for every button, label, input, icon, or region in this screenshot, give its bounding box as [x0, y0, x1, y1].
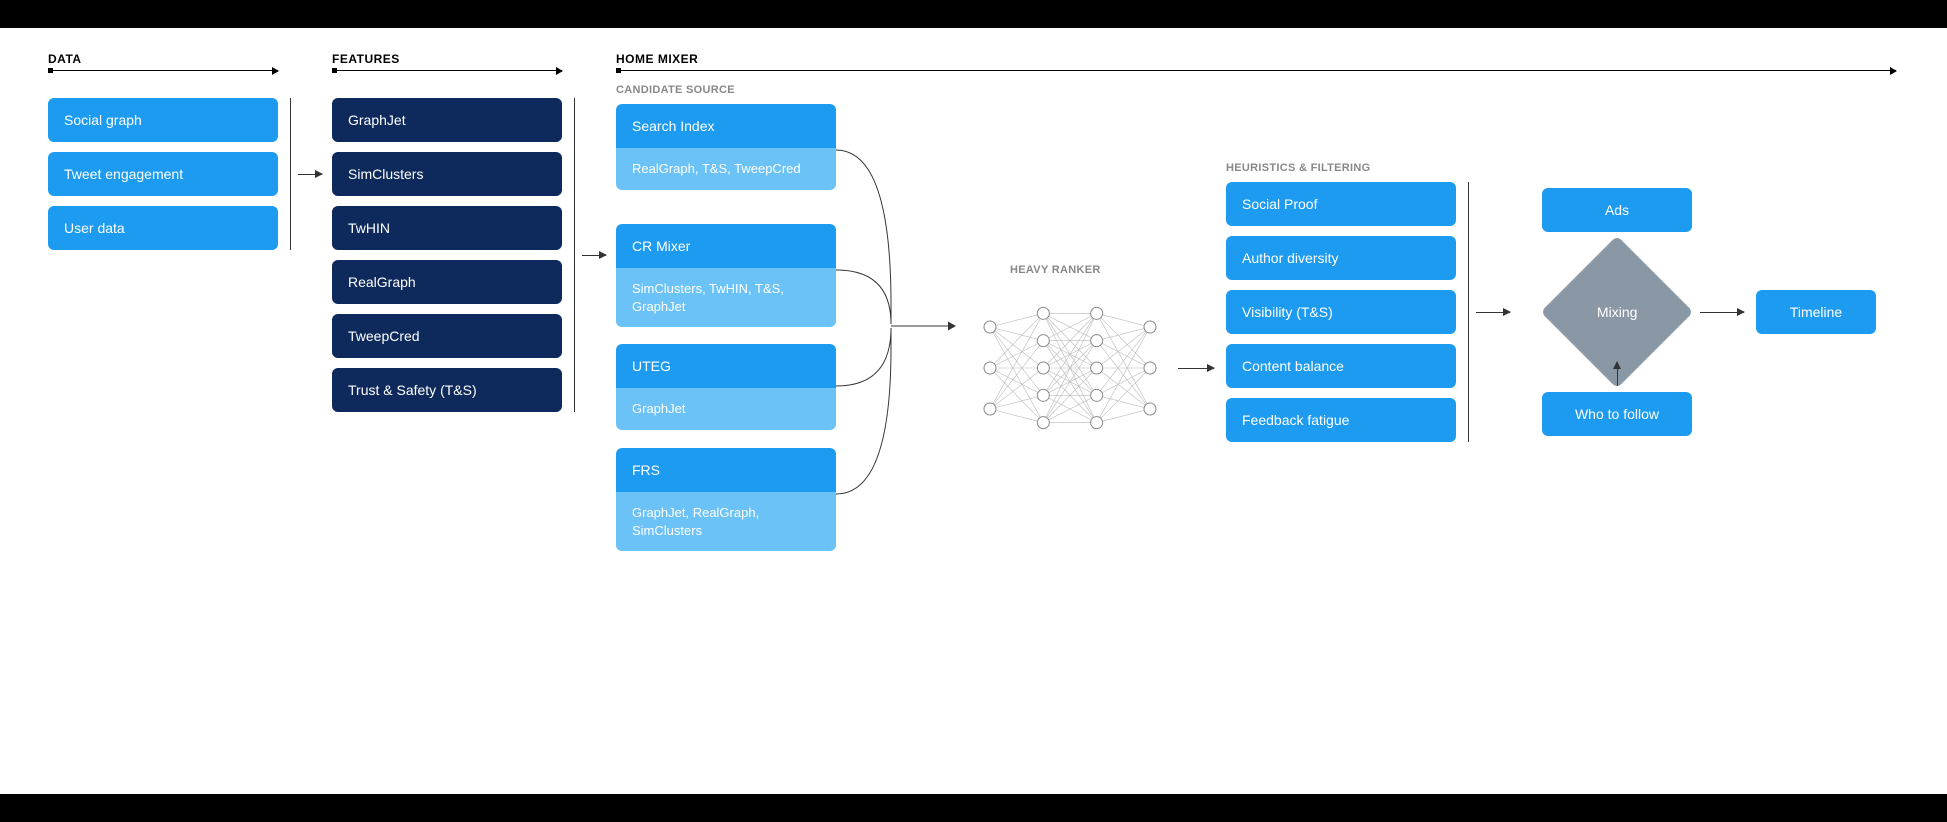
heuristic-social-proof: Social Proof	[1226, 182, 1456, 226]
output-timeline: Timeline	[1756, 290, 1876, 334]
feature-box-graphjet: GraphJet	[332, 98, 562, 142]
heuristic-visibility: Visibility (T&S)	[1226, 290, 1456, 334]
heuristic-feedback-fatigue: Feedback fatigue	[1226, 398, 1456, 442]
feature-box-trust-safety: Trust & Safety (T&S)	[332, 368, 562, 412]
arrow-data-to-features	[298, 174, 322, 175]
feature-box-twhin: TwHIN	[332, 206, 562, 250]
mixing-input-ads: Ads	[1542, 188, 1692, 232]
arrow-features-to-mixer	[582, 255, 606, 256]
arrow-wtf-to-mixing	[1617, 362, 1618, 386]
candidate-title: Search Index	[616, 104, 836, 148]
heuristic-content-balance: Content balance	[1226, 344, 1456, 388]
diagram-canvas: DATA Social graph Tweet engagement User …	[0, 28, 1947, 794]
section-label-features: FEATURES	[332, 52, 400, 66]
feature-box-simclusters: SimClusters	[332, 152, 562, 196]
divider-after-features	[574, 98, 575, 412]
candidate-sub: RealGraph, T&S, TweepCred	[616, 148, 836, 190]
candidate-connectors	[836, 104, 966, 574]
sublabel-heuristics: HEURISTICS & FILTERING	[1226, 162, 1371, 174]
mixing-label: Mixing	[1597, 304, 1637, 320]
section-label-data: DATA	[48, 52, 82, 66]
data-box-user-data: User data	[48, 206, 278, 250]
candidate-sub: GraphJet	[616, 388, 836, 430]
heuristic-author-diversity: Author diversity	[1226, 236, 1456, 280]
divider-after-data	[290, 98, 291, 250]
data-box-social-graph: Social graph	[48, 98, 278, 142]
feature-box-realgraph: RealGraph	[332, 260, 562, 304]
candidate-title: UTEG	[616, 344, 836, 388]
candidate-frs: FRS GraphJet, RealGraph, SimClusters	[616, 448, 836, 551]
data-box-tweet-engagement: Tweet engagement	[48, 152, 278, 196]
arrow-ranker-to-heuristics	[1178, 368, 1214, 369]
candidate-title: CR Mixer	[616, 224, 836, 268]
neural-net-icon	[970, 286, 1170, 450]
sublabel-candidate-source: CANDIDATE SOURCE	[616, 84, 735, 96]
section-underline-features	[332, 70, 562, 71]
divider-after-heuristics	[1468, 182, 1469, 442]
candidate-search-index: Search Index RealGraph, T&S, TweepCred	[616, 104, 836, 190]
section-underline-home-mixer	[616, 70, 1896, 71]
sublabel-heavy-ranker: HEAVY RANKER	[1010, 264, 1101, 276]
candidate-cr-mixer: CR Mixer SimClusters, TwHIN, T&S, GraphJ…	[616, 224, 836, 327]
candidate-uteg: UTEG GraphJet	[616, 344, 836, 430]
arrow-heuristics-to-mixing	[1476, 312, 1510, 313]
section-label-home-mixer: HOME MIXER	[616, 52, 698, 66]
candidate-sub: SimClusters, TwHIN, T&S, GraphJet	[616, 268, 836, 327]
mixing-input-wtf: Who to follow	[1542, 392, 1692, 436]
arrow-mixing-to-timeline	[1700, 312, 1744, 313]
candidate-title: FRS	[616, 448, 836, 492]
section-underline-data	[48, 70, 278, 71]
candidate-sub: GraphJet, RealGraph, SimClusters	[616, 492, 836, 551]
feature-box-tweepcred: TweepCred	[332, 314, 562, 358]
